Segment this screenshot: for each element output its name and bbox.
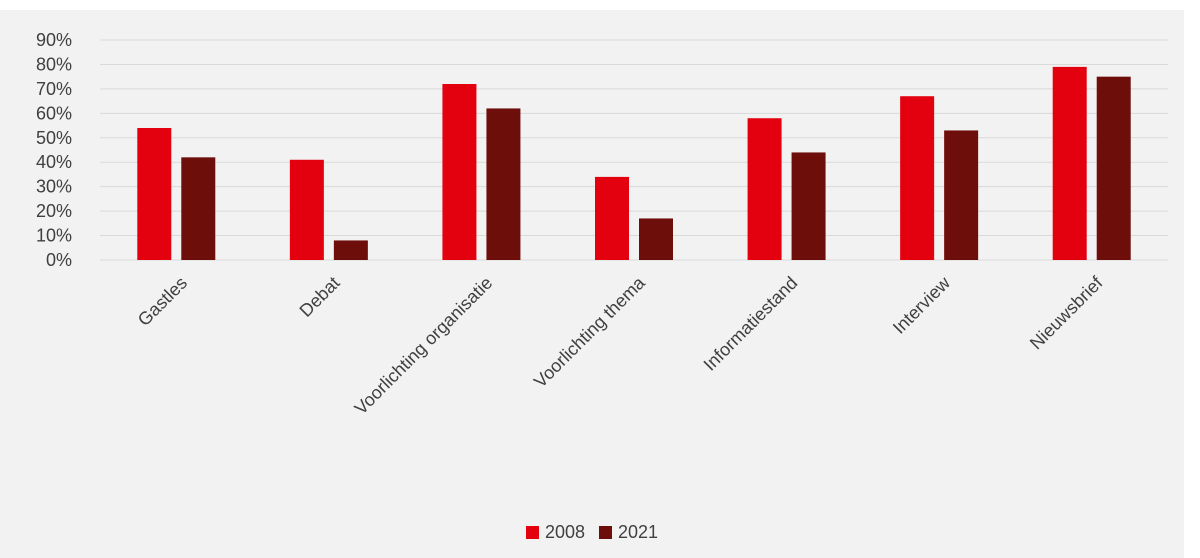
y-tick-label: 10%	[36, 226, 72, 246]
bar-2008-2	[442, 84, 477, 260]
legend-swatch	[525, 526, 539, 539]
y-tick-label: 60%	[36, 103, 72, 123]
chart-area: 0% 10% 20% 30% 40% 50% 60% 70% 80% 90% Gastles Deb…	[0, 10, 1184, 558]
bar-2021-2	[486, 108, 521, 260]
y-tick-label: 30%	[36, 177, 72, 197]
y-tick-label: 40%	[36, 152, 72, 172]
x-axis-labels: Gastles Debat Voorlichting organisatie Voor…	[134, 272, 1107, 418]
y-tick-label: 70%	[36, 79, 72, 99]
y-axis-ticks: 0% 10% 20% 30% 40% 50% 60% 70% 80% 90%	[36, 30, 72, 270]
x-category-label: Debat	[296, 273, 344, 321]
y-tick-label: 50%	[36, 128, 72, 148]
bar-2008-0	[137, 128, 172, 260]
bar-2021-6	[1096, 76, 1131, 261]
x-category-label: Interview	[889, 272, 955, 338]
bar-2008-6	[1052, 66, 1087, 260]
bar-2008-5	[900, 96, 935, 260]
y-tick-label: 0%	[46, 250, 72, 270]
bars	[137, 66, 1131, 261]
bar-2021-4	[791, 152, 826, 260]
bar-2021-0	[181, 157, 216, 260]
bar-2008-1	[289, 159, 324, 260]
bar-chart: 0% 10% 20% 30% 40% 50% 60% 70% 80% 90% Gastles Deb…	[36, 30, 1168, 418]
x-category-label: Voorlichting organisatie	[351, 273, 497, 419]
bar-2021-3	[639, 218, 673, 260]
bar-2008-3	[595, 176, 629, 260]
x-category-label: Gastles	[134, 273, 191, 330]
legend-swatch	[599, 526, 612, 539]
y-tick-label: 90%	[36, 30, 72, 50]
legend-item: 2008	[525, 522, 585, 543]
legend-label: 2008	[544, 522, 585, 542]
x-category-label: Nieuwsbrief	[1026, 272, 1107, 353]
x-category-label: Informatiestand	[700, 273, 802, 375]
legend-label: 2021	[618, 522, 659, 542]
bar-2021-5	[944, 130, 979, 260]
legend: 2008 2021	[0, 522, 1184, 543]
gridlines	[100, 39, 1168, 261]
bar-2021-1	[333, 240, 368, 260]
bar-2008-4	[747, 118, 782, 260]
y-tick-label: 20%	[36, 201, 72, 221]
x-category-label: Voorlichting thema	[530, 272, 650, 392]
y-tick-label: 80%	[36, 54, 72, 74]
legend-item: 2021	[599, 522, 658, 543]
